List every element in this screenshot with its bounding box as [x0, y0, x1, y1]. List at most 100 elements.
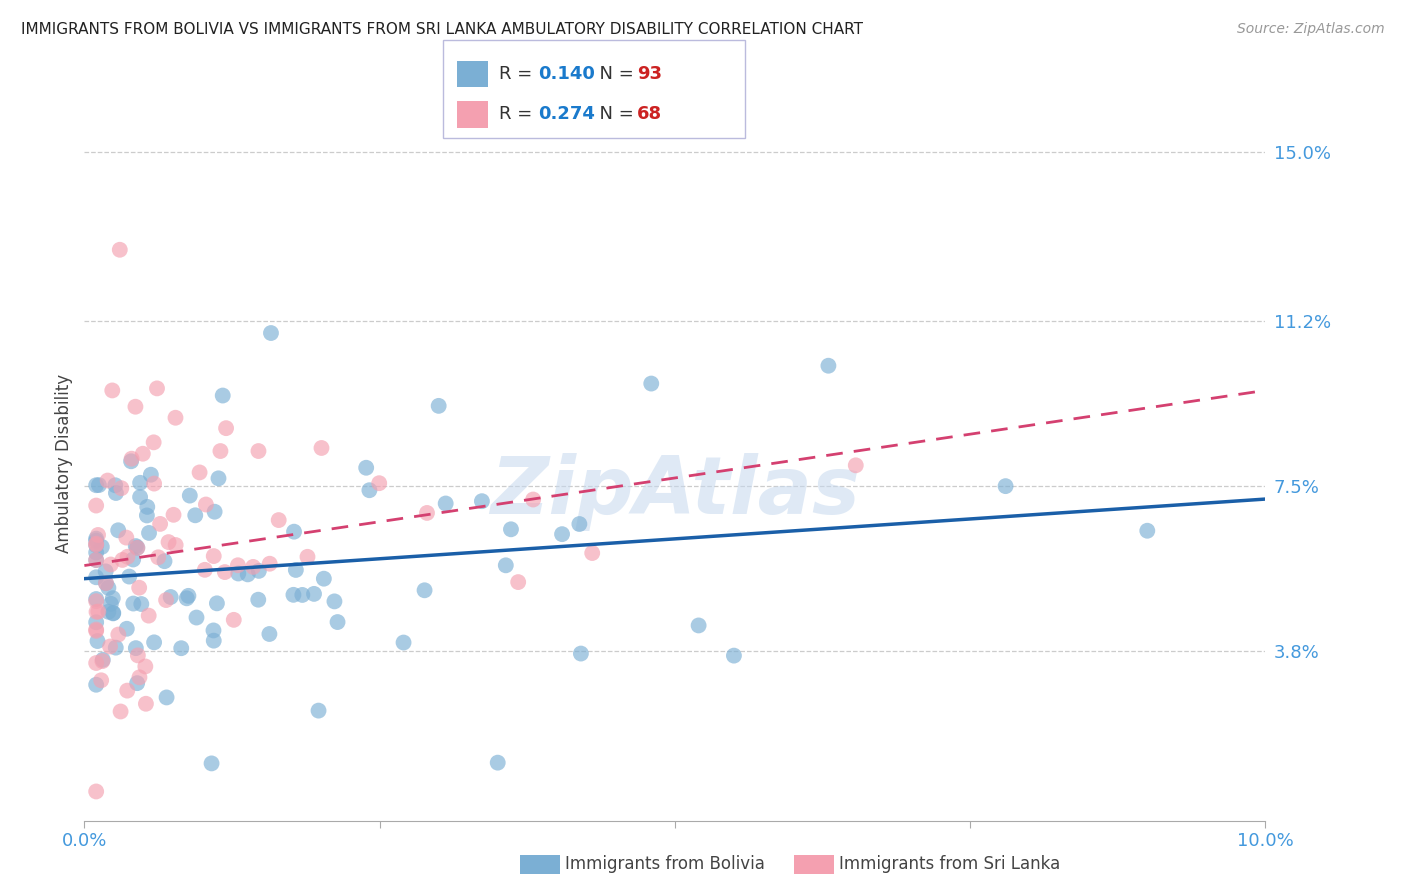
Immigrants from Sri Lanka	[115, 683, 138, 698]
Immigrants from Bolivia	[392, 635, 415, 649]
Immigrants from Sri Lanka	[127, 541, 149, 555]
Immigrants from Bolivia	[94, 576, 117, 591]
Immigrants from Bolivia	[247, 592, 270, 607]
Immigrants from Bolivia	[312, 572, 335, 586]
Immigrants from Bolivia	[159, 590, 181, 604]
Immigrants from Bolivia	[129, 475, 152, 490]
Immigrants from Bolivia	[994, 479, 1017, 493]
Immigrants from Sri Lanka	[165, 538, 187, 552]
Immigrants from Sri Lanka	[416, 506, 439, 520]
Immigrants from Sri Lanka	[149, 516, 172, 531]
Immigrants from Sri Lanka	[209, 444, 232, 458]
Immigrants from Bolivia	[94, 565, 117, 579]
Text: 0.140: 0.140	[538, 65, 595, 83]
Immigrants from Sri Lanka	[117, 549, 139, 564]
Text: R =: R =	[499, 105, 538, 123]
Immigrants from Sri Lanka	[127, 648, 149, 663]
Immigrants from Sri Lanka	[111, 553, 134, 567]
Immigrants from Bolivia	[100, 597, 122, 611]
Immigrants from Bolivia	[291, 588, 314, 602]
Immigrants from Sri Lanka	[84, 624, 107, 638]
Immigrants from Bolivia	[184, 508, 207, 523]
Immigrants from Bolivia	[308, 704, 330, 718]
Immigrants from Bolivia	[569, 647, 592, 661]
Immigrants from Bolivia	[177, 589, 200, 603]
Immigrants from Bolivia	[84, 592, 107, 607]
Text: N =: N =	[588, 105, 640, 123]
Immigrants from Sri Lanka	[214, 565, 236, 579]
Immigrants from Bolivia	[326, 615, 349, 629]
Immigrants from Sri Lanka	[108, 243, 131, 257]
Immigrants from Bolivia	[247, 564, 270, 578]
Immigrants from Bolivia	[131, 597, 153, 611]
Immigrants from Sri Lanka	[157, 535, 180, 549]
Immigrants from Sri Lanka	[142, 435, 165, 450]
Immigrants from Sri Lanka	[143, 476, 166, 491]
Immigrants from Bolivia	[260, 326, 283, 340]
Immigrants from Bolivia	[568, 516, 591, 531]
Immigrants from Sri Lanka	[84, 784, 107, 798]
Immigrants from Sri Lanka	[242, 560, 264, 574]
Immigrants from Bolivia	[323, 594, 346, 608]
Immigrants from Bolivia	[205, 596, 228, 610]
Text: 68: 68	[637, 105, 662, 123]
Immigrants from Sri Lanka	[508, 575, 530, 590]
Immigrants from Sri Lanka	[90, 673, 112, 688]
Immigrants from Sri Lanka	[97, 474, 120, 488]
Immigrants from Bolivia	[138, 525, 160, 540]
Immigrants from Bolivia	[302, 587, 325, 601]
Immigrants from Sri Lanka	[311, 441, 333, 455]
Immigrants from Bolivia	[122, 552, 145, 566]
Immigrants from Bolivia	[499, 522, 522, 536]
Immigrants from Bolivia	[283, 588, 305, 602]
Immigrants from Sri Lanka	[162, 508, 184, 522]
Immigrants from Sri Lanka	[84, 623, 107, 637]
Immigrants from Bolivia	[101, 607, 124, 621]
Immigrants from Sri Lanka	[87, 528, 110, 542]
Immigrants from Sri Lanka	[107, 627, 129, 641]
Immigrants from Sri Lanka	[128, 581, 150, 595]
Immigrants from Bolivia	[495, 558, 517, 573]
Immigrants from Bolivia	[97, 605, 120, 619]
Immigrants from Sri Lanka	[94, 576, 117, 591]
Immigrants from Bolivia	[176, 591, 198, 606]
Immigrants from Sri Lanka	[84, 499, 107, 513]
Immigrants from Bolivia	[723, 648, 745, 663]
Text: ZipAtlas: ZipAtlas	[489, 453, 860, 532]
Text: N =: N =	[588, 65, 640, 83]
Immigrants from Bolivia	[97, 581, 120, 595]
Immigrants from Sri Lanka	[222, 613, 245, 627]
Immigrants from Sri Lanka	[98, 640, 121, 654]
Immigrants from Bolivia	[125, 539, 148, 553]
Immigrants from Bolivia	[127, 676, 149, 690]
Immigrants from Sri Lanka	[124, 400, 146, 414]
Text: 93: 93	[637, 65, 662, 83]
Immigrants from Bolivia	[86, 634, 108, 648]
Immigrants from Sri Lanka	[138, 608, 160, 623]
Immigrants from Bolivia	[817, 359, 839, 373]
Immigrants from Bolivia	[186, 610, 208, 624]
Immigrants from Sri Lanka	[100, 558, 122, 572]
Immigrants from Bolivia	[84, 533, 107, 548]
Immigrants from Sri Lanka	[115, 531, 138, 545]
Immigrants from Bolivia	[104, 486, 127, 500]
Immigrants from Bolivia	[283, 524, 305, 539]
Immigrants from Bolivia	[284, 563, 307, 577]
Text: R =: R =	[499, 65, 538, 83]
Immigrants from Bolivia	[125, 641, 148, 656]
Immigrants from Sri Lanka	[84, 538, 107, 552]
Immigrants from Sri Lanka	[368, 476, 391, 491]
Immigrants from Sri Lanka	[202, 549, 225, 563]
Text: Source: ZipAtlas.com: Source: ZipAtlas.com	[1237, 22, 1385, 37]
Immigrants from Bolivia	[84, 478, 107, 492]
Immigrants from Bolivia	[84, 538, 107, 552]
Immigrants from Bolivia	[202, 624, 225, 638]
Immigrants from Bolivia	[207, 471, 229, 485]
Immigrants from Sri Lanka	[134, 659, 156, 673]
Immigrants from Bolivia	[204, 505, 226, 519]
Immigrants from Bolivia	[90, 540, 112, 554]
Immigrants from Bolivia	[84, 678, 107, 692]
Immigrants from Sri Lanka	[128, 670, 150, 684]
Immigrants from Bolivia	[413, 583, 436, 598]
Text: 0.274: 0.274	[538, 105, 595, 123]
